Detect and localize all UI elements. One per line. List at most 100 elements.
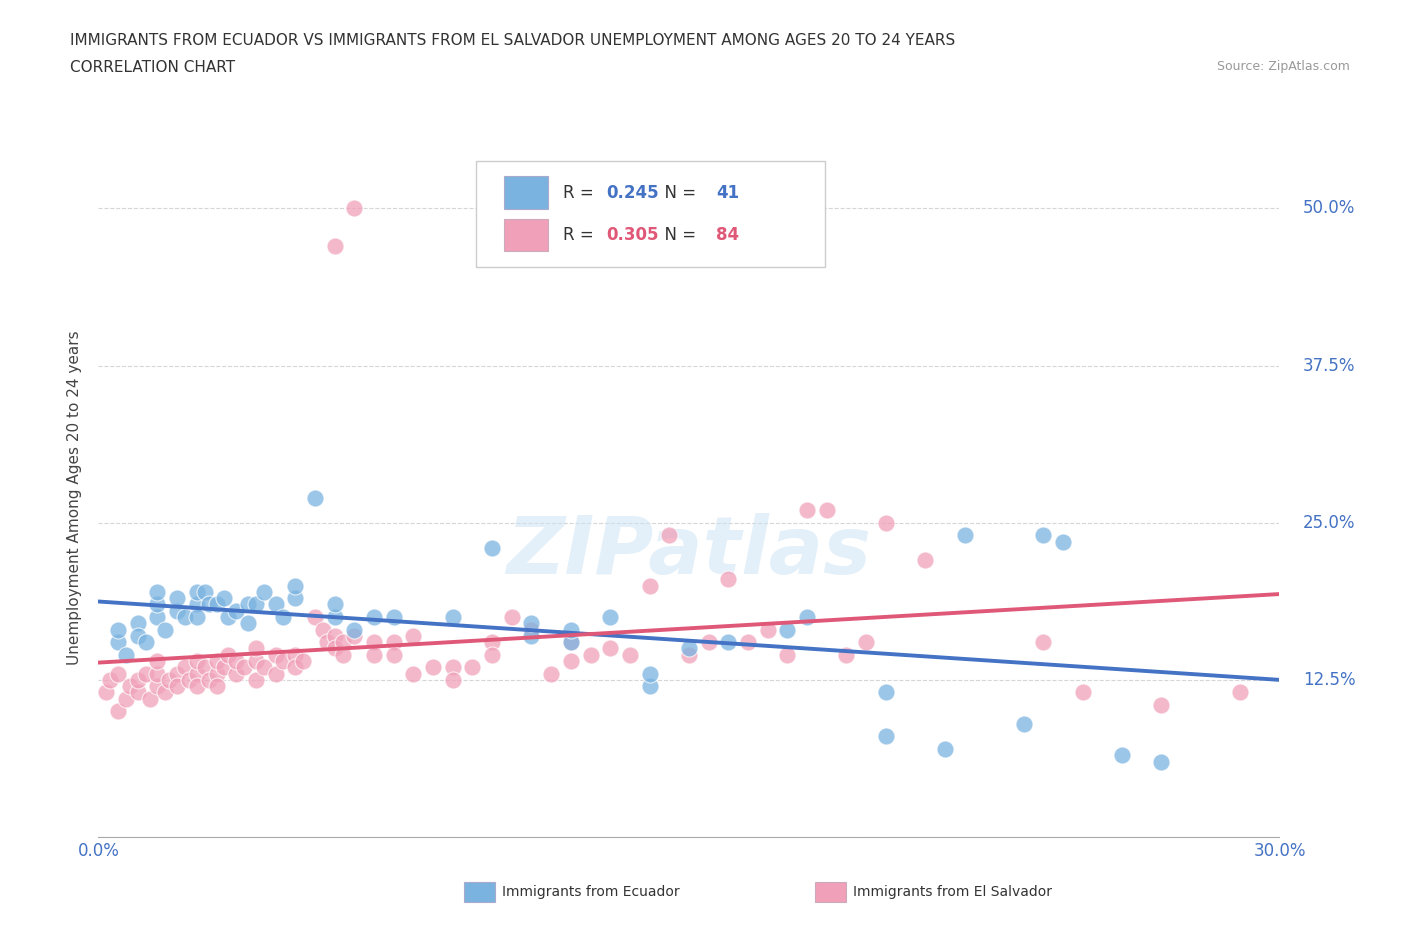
Point xyxy=(560,634,582,649)
Point xyxy=(115,691,138,706)
Point xyxy=(107,704,129,719)
Point xyxy=(461,660,484,675)
Point xyxy=(205,679,228,694)
Text: R =: R = xyxy=(562,184,599,202)
Point xyxy=(135,634,157,649)
Point xyxy=(174,660,197,675)
Point xyxy=(441,609,464,624)
Point xyxy=(146,654,169,669)
Point xyxy=(214,660,236,675)
Point xyxy=(245,641,267,656)
Point xyxy=(678,647,700,662)
Point xyxy=(697,634,720,649)
Point xyxy=(914,553,936,568)
Point xyxy=(304,490,326,505)
Point xyxy=(264,597,287,612)
Point xyxy=(756,622,779,637)
Point xyxy=(205,597,228,612)
Point xyxy=(253,584,276,599)
Point xyxy=(217,609,239,624)
Point xyxy=(953,528,976,543)
Point xyxy=(107,666,129,681)
Point xyxy=(205,654,228,669)
Point xyxy=(579,647,602,662)
Point xyxy=(146,609,169,624)
Point xyxy=(186,597,208,612)
Point xyxy=(934,741,956,756)
Point xyxy=(441,672,464,687)
Point xyxy=(253,660,276,675)
Text: Immigrants from Ecuador: Immigrants from Ecuador xyxy=(502,884,679,899)
Point xyxy=(236,616,259,631)
Point xyxy=(225,666,247,681)
Point xyxy=(315,634,337,649)
Point xyxy=(402,629,425,644)
Point xyxy=(776,647,799,662)
Point xyxy=(363,609,385,624)
Point xyxy=(245,597,267,612)
Point xyxy=(520,616,543,631)
Point xyxy=(776,622,799,637)
Point xyxy=(225,604,247,618)
Bar xyxy=(503,177,548,209)
Bar xyxy=(503,219,548,251)
Point xyxy=(599,641,621,656)
Point xyxy=(796,609,818,624)
Point xyxy=(875,729,897,744)
Point xyxy=(127,672,149,687)
Point xyxy=(796,503,818,518)
Point xyxy=(363,647,385,662)
Point xyxy=(135,666,157,681)
Point xyxy=(155,685,177,700)
Point xyxy=(1150,698,1173,712)
Point xyxy=(540,666,562,681)
Point xyxy=(382,609,405,624)
Text: 84: 84 xyxy=(716,226,740,244)
Point xyxy=(1111,748,1133,763)
Point xyxy=(441,660,464,675)
Point xyxy=(402,666,425,681)
Text: 0.305: 0.305 xyxy=(606,226,659,244)
Point xyxy=(717,572,740,587)
Point xyxy=(501,609,523,624)
Point xyxy=(382,634,405,649)
Text: R =: R = xyxy=(562,226,599,244)
Point xyxy=(343,622,366,637)
Point xyxy=(481,647,503,662)
Point xyxy=(107,634,129,649)
Point xyxy=(638,679,661,694)
Text: CORRELATION CHART: CORRELATION CHART xyxy=(70,60,235,75)
Point xyxy=(658,528,681,543)
Point xyxy=(118,679,141,694)
Point xyxy=(638,666,661,681)
Point xyxy=(875,685,897,700)
Point xyxy=(520,629,543,644)
Point xyxy=(332,647,354,662)
Point xyxy=(157,672,180,687)
Point xyxy=(1150,754,1173,769)
Point xyxy=(166,591,188,605)
Text: 25.0%: 25.0% xyxy=(1303,513,1355,532)
FancyBboxPatch shape xyxy=(477,162,825,267)
Point xyxy=(481,634,503,649)
Point xyxy=(284,578,307,593)
Point xyxy=(197,597,219,612)
Point xyxy=(363,634,385,649)
Point xyxy=(835,647,858,662)
Point xyxy=(236,597,259,612)
Point xyxy=(186,679,208,694)
Point xyxy=(599,609,621,624)
Point xyxy=(292,654,315,669)
Point xyxy=(343,201,366,216)
Point xyxy=(225,654,247,669)
Point xyxy=(312,622,335,637)
Point xyxy=(127,629,149,644)
Point xyxy=(177,672,200,687)
Y-axis label: Unemployment Among Ages 20 to 24 years: Unemployment Among Ages 20 to 24 years xyxy=(67,330,83,665)
Point xyxy=(245,672,267,687)
Point xyxy=(560,622,582,637)
Point xyxy=(214,591,236,605)
Point xyxy=(737,634,759,649)
Point xyxy=(815,503,838,518)
Point xyxy=(138,691,160,706)
